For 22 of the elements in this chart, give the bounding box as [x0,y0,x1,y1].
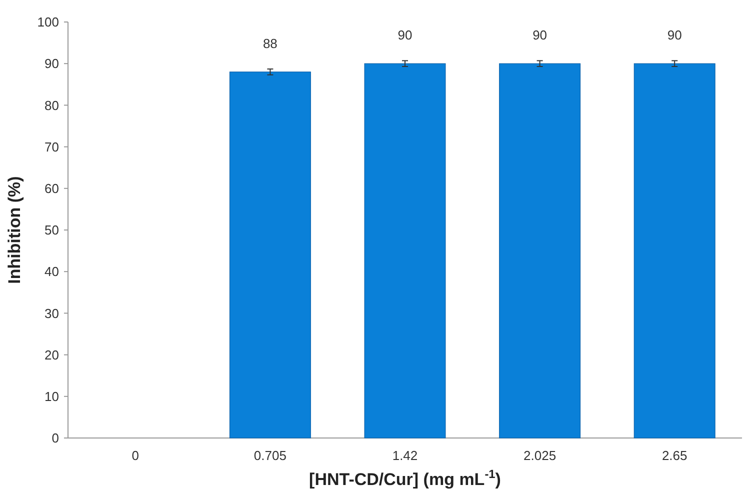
y-tick-label: 100 [37,14,59,30]
x-tick-label: 0.705 [254,448,286,463]
y-tick-label: 30 [44,306,59,321]
data-label: 90 [398,28,412,43]
data-label: 90 [667,28,682,43]
y-tick-label: 60 [44,180,59,196]
x-tick-label: 2.65 [662,448,688,463]
y-tick-label: 90 [44,56,59,72]
data-label: 88 [262,36,278,51]
y-tick-label: 80 [44,98,59,113]
x-tick-label: 2.025 [524,448,556,463]
y-tick-label: 10 [44,388,59,404]
y-tick-label: 70 [44,139,59,154]
data-label: 90 [532,28,548,43]
x-tick-label: 0 [132,448,140,463]
y-tick-label: 0 [52,430,59,446]
y-tick-label: 20 [44,347,59,362]
y-tick-label: 50 [44,222,59,238]
x-axis-title: [HNT-CD/Cur] (mg mL$^{-1}$) [309,467,501,489]
y-axis-title: Inhibition (%) [5,176,24,284]
x-tick-label: 1.42 [392,448,418,463]
y-tick-label: 40 [44,264,59,280]
